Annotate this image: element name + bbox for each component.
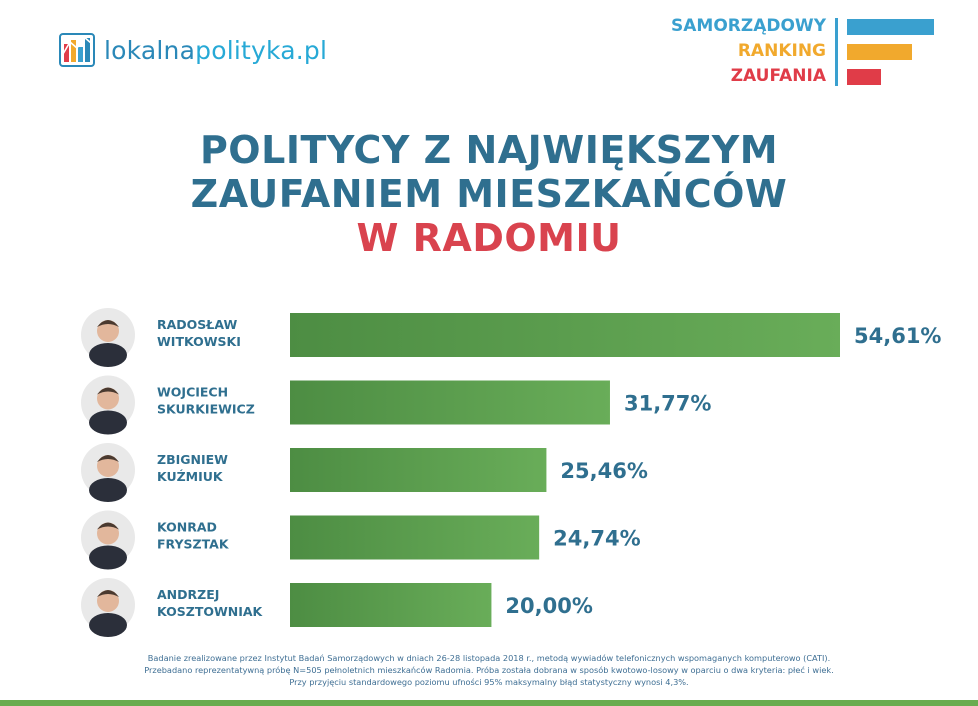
- category-label: SKURKIEWICZ: [157, 402, 255, 417]
- value-label: 20,00%: [505, 594, 592, 618]
- candidate-avatar: [81, 308, 135, 367]
- methodology-note: Badanie zrealizowane przez Instytut Bada…: [0, 652, 978, 688]
- ranking-badge: SAMORZĄDOWY RANKING ZAUFANIA: [664, 14, 934, 88]
- bar: [290, 313, 840, 357]
- category-label: ANDRZEJ: [157, 587, 219, 602]
- value-label: 25,46%: [560, 459, 647, 483]
- bar: [290, 583, 492, 627]
- category-label: RADOSŁAW: [157, 317, 237, 332]
- bar-chart-logo-icon: [59, 33, 95, 67]
- methodology-line-2: Przebadano reprezentatywną próbę N=505 p…: [144, 665, 834, 675]
- methodology-line-3: Przy przyjęciu standardowego poziomu ufn…: [289, 677, 689, 687]
- candidate-avatar: [81, 510, 135, 570]
- chart-title: POLITYCY Z NAJWIĘKSZYM ZAUFANIEM MIESZKA…: [0, 128, 978, 260]
- value-label: 31,77%: [624, 392, 711, 416]
- bottom-accent-line: [0, 700, 978, 706]
- brand-logo[interactable]: lokalnapolityka.pl: [58, 30, 327, 70]
- category-label: WOJCIECH: [157, 385, 228, 400]
- category-label: WITKOWSKI: [157, 334, 241, 349]
- category-label: KUŹMIUK: [157, 469, 224, 484]
- brand-name-part2: polityka.pl: [195, 35, 328, 65]
- brand-name: lokalnapolityka.pl: [104, 36, 327, 65]
- category-label: FRYSZTAK: [157, 537, 230, 552]
- category-label: ZBIGNIEW: [157, 452, 228, 467]
- ranking-word-3: ZAUFANIA: [730, 66, 826, 86]
- category-label: KOSZTOWNIAK: [157, 604, 264, 619]
- brand-name-part1: lokalna: [104, 35, 196, 65]
- category-label: KONRAD: [157, 520, 217, 535]
- value-label: 24,74%: [553, 527, 640, 551]
- ranking-word-1: SAMORZĄDOWY: [671, 16, 826, 36]
- bar: [290, 380, 610, 425]
- value-label: 54,61%: [854, 324, 941, 348]
- ranking-bar-red: [847, 69, 881, 85]
- candidate-avatar: [81, 578, 135, 637]
- ranking-bar-blue: [847, 19, 934, 35]
- bar: [290, 515, 540, 560]
- candidate-avatar: [81, 443, 135, 502]
- ranking-word-2: RANKING: [737, 41, 826, 61]
- chart-title-line-2: ZAUFANIEM MIESZKAŃCÓW: [190, 172, 788, 216]
- ranking-bar-yellow: [847, 44, 912, 60]
- candidate-avatar: [81, 375, 135, 435]
- chart-title-line-1: POLITYCY Z NAJWIĘKSZYM: [199, 128, 779, 172]
- chart-title-line-3: W RADOMIU: [356, 216, 622, 260]
- ranking-badge-words: SAMORZĄDOWY RANKING ZAUFANIA: [664, 14, 826, 89]
- methodology-line-1: Badanie zrealizowane przez Instytut Bada…: [147, 653, 831, 663]
- ranking-divider: [835, 18, 838, 86]
- bar: [290, 448, 547, 492]
